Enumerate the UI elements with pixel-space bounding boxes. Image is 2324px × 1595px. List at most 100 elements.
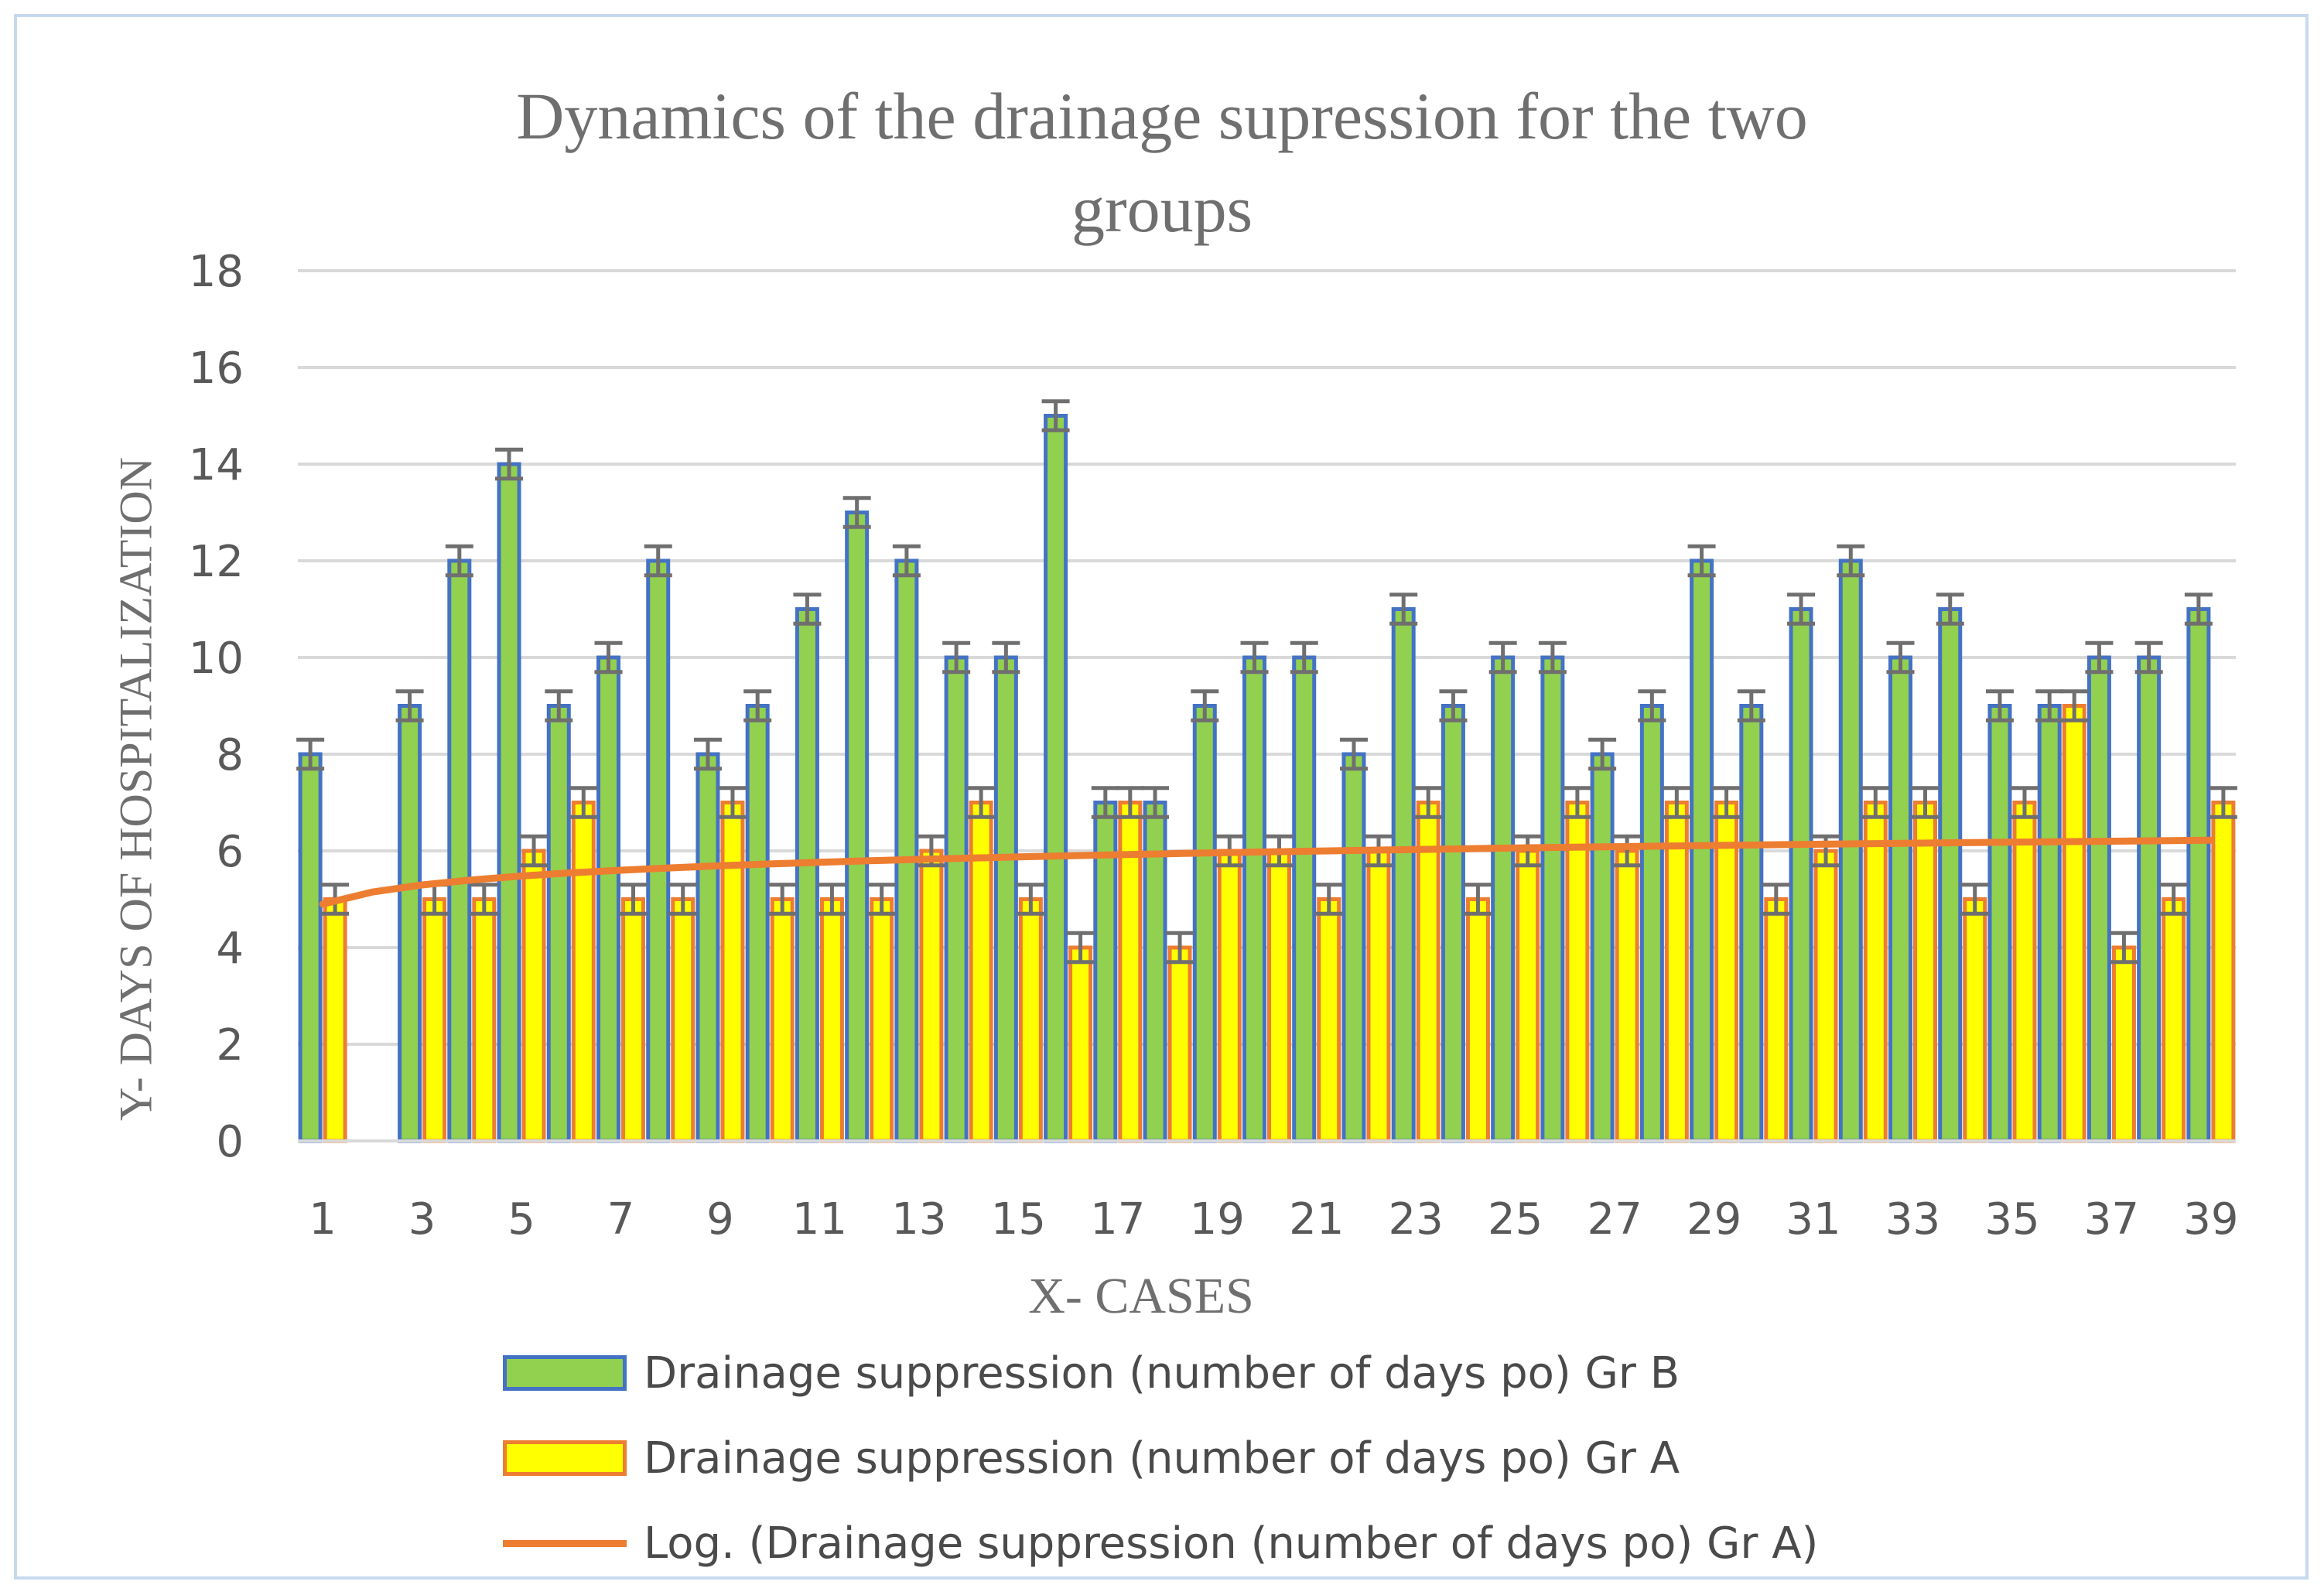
legend-label-trendline: Log. (Drainage suppression (number of da… [644,1518,1819,1569]
bar-gr-b [1987,704,2012,1143]
bar-gr-a [1813,849,1838,1143]
bar-gr-b [1292,655,1317,1143]
bar-gr-a [323,897,347,1143]
bar-gr-b [2086,655,2111,1143]
bar-gr-a [1913,801,1937,1143]
x-tick-label: 39 [2183,1194,2238,1245]
y-tick-label: 16 [189,343,244,394]
bar-gr-a [1068,945,1093,1143]
y-tick-label: 2 [216,1020,244,1071]
legend-swatch-trendline [503,1539,627,1547]
bar-gr-a [720,801,745,1143]
bar-gr-b [2037,704,2062,1143]
bar-gr-a [2012,801,2037,1143]
legend-item-gr-b: Drainage suppression (number of days po)… [503,1330,1818,1416]
x-tick-label: 7 [607,1194,635,1245]
x-tick-label: 27 [1587,1194,1642,1245]
bar-gr-b [1639,704,1664,1143]
bar-gr-a [1565,801,1590,1143]
bar-gr-b [398,704,422,1143]
y-tick-label: 18 [189,247,244,297]
bar-gr-b [447,558,472,1143]
bar-gr-b [1739,704,1764,1143]
bar-gr-b [944,655,969,1143]
bar-gr-a [1714,801,1739,1143]
y-tick-label: 4 [216,924,244,974]
bar-gr-a [1018,897,1043,1143]
x-tick-label: 11 [792,1194,847,1245]
bar-gr-a [1217,849,1242,1143]
bar-gr-b [1044,414,1068,1143]
bar-gr-a [1317,897,1341,1143]
bar-gr-b [1192,704,1217,1143]
bar-gr-b [1242,655,1266,1143]
y-tick-label: 10 [189,634,244,684]
bar-gr-a [1516,849,1540,1143]
x-tick-label: 9 [706,1194,734,1245]
bar-gr-b [546,704,571,1143]
bar-gr-a [870,897,894,1143]
bar-gr-b [596,655,620,1143]
bar-gr-a [1366,849,1391,1143]
x-tick-label: 17 [1090,1194,1145,1245]
x-tick-label: 37 [2084,1194,2139,1245]
x-tick-label: 25 [1488,1194,1543,1245]
legend-swatch-gr-b [503,1355,627,1391]
bar-gr-a [1465,897,1490,1143]
bar-gr-b [1938,607,1963,1143]
legend-item-gr-a: Drainage suppression (number of days po)… [503,1416,1818,1501]
bar-gr-b [745,704,770,1143]
chart-title: Dynamics of the drainage supression for … [0,70,2324,255]
bar-gr-b [1143,801,1167,1143]
bar-gr-a [422,897,447,1143]
bar-gr-a [770,897,795,1143]
x-tick-label: 21 [1289,1194,1344,1245]
x-tick-label: 33 [1885,1194,1940,1245]
x-tick-label: 13 [891,1194,946,1245]
x-tick-label: 1 [309,1194,337,1245]
legend-label-gr-a: Drainage suppression (number of days po)… [644,1433,1680,1484]
bar-gr-b [1888,655,1912,1143]
bar-gr-a [2211,801,2236,1143]
bar-gr-a [1764,897,1789,1143]
legend-item-trendline: Log. (Drainage suppression (number of da… [503,1501,1818,1586]
bar-gr-a [1963,897,1987,1143]
legend: Drainage suppression (number of days po)… [503,1330,1818,1586]
bar-gr-b [1690,558,1714,1143]
x-tick-label: 5 [508,1194,535,1245]
bar-gr-a [969,801,993,1143]
bar-gr-b [993,655,1018,1143]
bar-gr-a [472,897,497,1143]
bar-gr-a [819,897,844,1143]
chart-title-line-1: Dynamics of the drainage supression for … [516,79,1808,153]
bar-gr-b [1341,752,1366,1143]
y-tick-label: 14 [189,440,244,490]
bar-gr-b [1590,752,1615,1143]
bar-gr-b [894,558,919,1143]
bar-gr-b [2137,655,2162,1143]
bar-gr-a [1615,849,1639,1143]
x-axis-label: X- CASES [1028,1268,1254,1324]
bar-gr-b [695,752,720,1143]
trendline [319,836,2215,908]
x-tick-label: 19 [1190,1194,1245,1245]
chart-title-line-2: groups [1071,172,1253,246]
bar-gr-b [1789,607,1813,1143]
bar-gr-b [497,462,521,1143]
bar-gr-a [1416,801,1441,1143]
bar-gr-a [1863,801,1888,1143]
bar-gr-a [571,801,596,1143]
bar-gr-b [1838,558,1863,1143]
bar-gr-b [646,558,671,1143]
legend-label-gr-b: Drainage suppression (number of days po)… [644,1347,1680,1399]
bar-gr-b [1441,704,1465,1143]
bar-gr-a [521,849,546,1143]
bar-gr-a [671,897,695,1143]
bar-gr-b [845,511,870,1143]
bar-gr-a [621,897,645,1143]
x-tick-label: 31 [1786,1194,1840,1245]
bar-gr-b [795,607,819,1143]
bar-gr-a [919,849,944,1143]
bar-gr-a [1167,945,1192,1143]
